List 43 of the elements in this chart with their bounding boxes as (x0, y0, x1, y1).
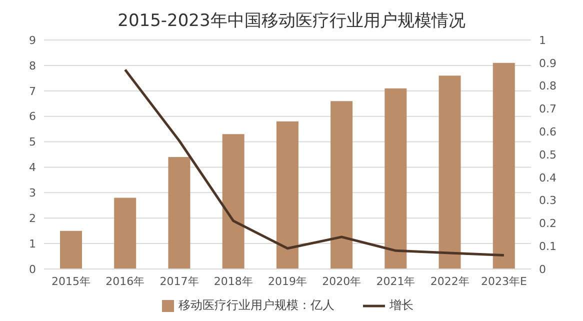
bar (492, 62, 515, 269)
x-tick-label: 2018年 (214, 274, 253, 288)
y2-tick-label: 0.5 (539, 148, 556, 162)
x-tick-label: 2021年 (376, 274, 416, 288)
x-tick-label: 2015年 (52, 274, 91, 288)
y2-tick-label: 0.1 (539, 240, 556, 254)
x-tick-label: 2019年 (268, 274, 307, 288)
y2-tick-label: 0 (539, 262, 546, 276)
y2-tick-label: 0.2 (539, 217, 556, 230)
x-tick-label: 2016年 (106, 274, 145, 288)
y-tick-label: 7 (29, 84, 36, 98)
bar (114, 198, 136, 269)
bar (276, 121, 298, 269)
bar (438, 76, 461, 269)
y2-tick-label: 0.3 (539, 194, 556, 208)
y-tick-label: 9 (29, 34, 36, 47)
y-tick-label: 6 (29, 110, 36, 124)
bar (168, 157, 190, 269)
bar (384, 88, 407, 269)
y-tick-label: 8 (29, 59, 36, 72)
bar (330, 101, 353, 269)
y2-tick-label: 0.7 (539, 102, 556, 116)
legend-label: 移动医疗行业用户规模：亿人 (178, 297, 334, 314)
y-tick-label: 4 (29, 161, 36, 174)
x-tick-label: 2020年 (322, 274, 362, 288)
y-tick-label: 2 (29, 212, 36, 226)
x-tick-label: 2023年E (480, 274, 527, 288)
legend-label: 增长 (390, 297, 414, 314)
y2-tick-label: 0.9 (539, 56, 556, 70)
bar (222, 134, 244, 269)
y2-tick-label: 0.8 (539, 80, 556, 93)
y-tick-label: 3 (29, 186, 36, 200)
line-series (124, 68, 506, 257)
x-tick-label: 2022年 (430, 274, 470, 288)
bar (60, 230, 82, 269)
y-tick-label: 5 (29, 136, 36, 149)
x-tick-label: 2017年 (160, 274, 199, 288)
y2-tick-label: 0.4 (539, 171, 556, 184)
y2-tick-label: 0.6 (539, 126, 556, 139)
y2-tick-label: 1 (539, 34, 546, 47)
y-tick-label: 0 (29, 262, 36, 276)
chart-title: 2015-2023年中国移动医疗行业用户规模情况 (116, 10, 466, 33)
y-tick-label: 1 (29, 237, 36, 250)
